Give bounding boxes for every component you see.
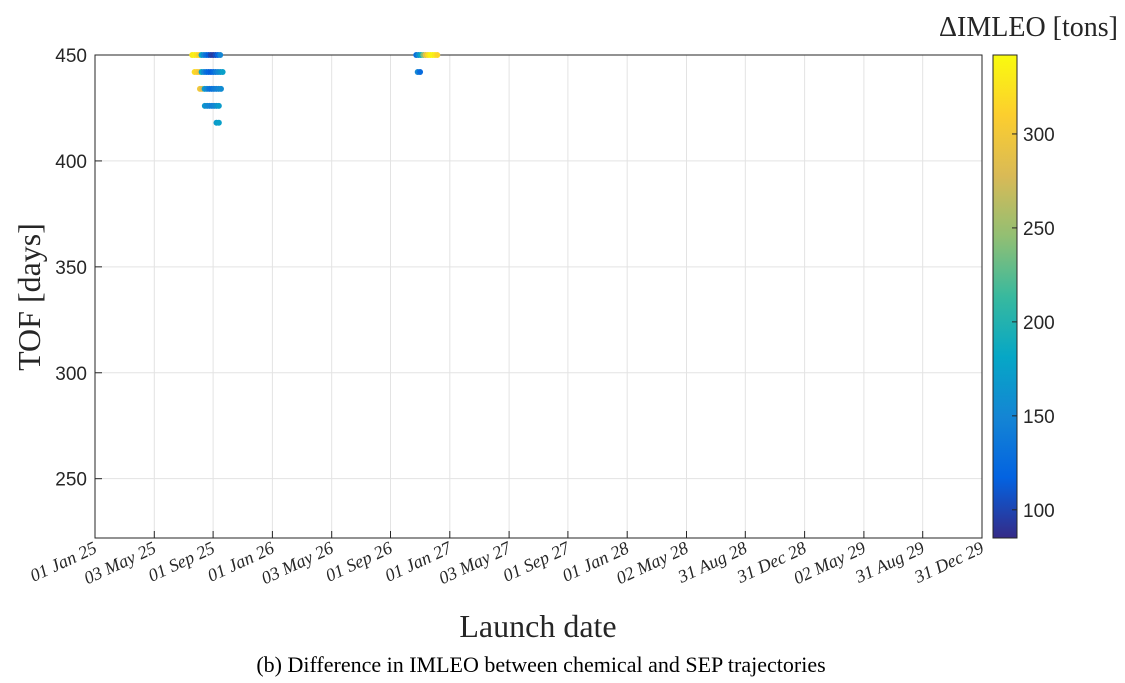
data-point [215, 102, 222, 109]
data-point [215, 119, 222, 126]
colorbar-tick-label: 200 [1023, 313, 1055, 334]
colorbar [992, 54, 1018, 539]
y-tick-label: 300 [55, 364, 87, 385]
y-tick-label: 400 [55, 152, 87, 173]
colorbar-tick-label: 300 [1023, 125, 1055, 146]
y-tick-label: 250 [55, 470, 87, 491]
x-tick-label: 01 Sep 27 [500, 537, 574, 586]
data-point [217, 52, 224, 58]
plot-area-border [94, 54, 983, 539]
data-points [189, 52, 441, 126]
x-tick-label: 01 Sep 26 [322, 537, 395, 585]
y-axis-ticks: 250 300 350 400 450 [55, 46, 102, 491]
colorbar-ticks: 100 150 200 250 300 [1012, 125, 1055, 522]
colorbar-title: ΔIMLEO [tons] [939, 12, 1118, 43]
x-tick-label: 01 Sep 25 [145, 537, 218, 585]
y-tick-label: 450 [55, 46, 87, 67]
data-point [217, 85, 224, 92]
data-point [219, 68, 226, 75]
colorbar-tick-label: 150 [1023, 407, 1055, 428]
data-point [417, 68, 424, 75]
y-tick-label: 350 [55, 258, 87, 279]
y-axis-title: TOF [days] [11, 223, 47, 371]
x-axis-title: Launch date [459, 608, 616, 644]
colorbar-tick-label: 100 [1023, 501, 1055, 522]
colorbar-tick-label: 250 [1023, 219, 1055, 240]
data-point [434, 52, 441, 58]
figure-caption: (b) Difference in IMLEO between chemical… [256, 652, 825, 677]
grid-lines [94, 54, 983, 538]
